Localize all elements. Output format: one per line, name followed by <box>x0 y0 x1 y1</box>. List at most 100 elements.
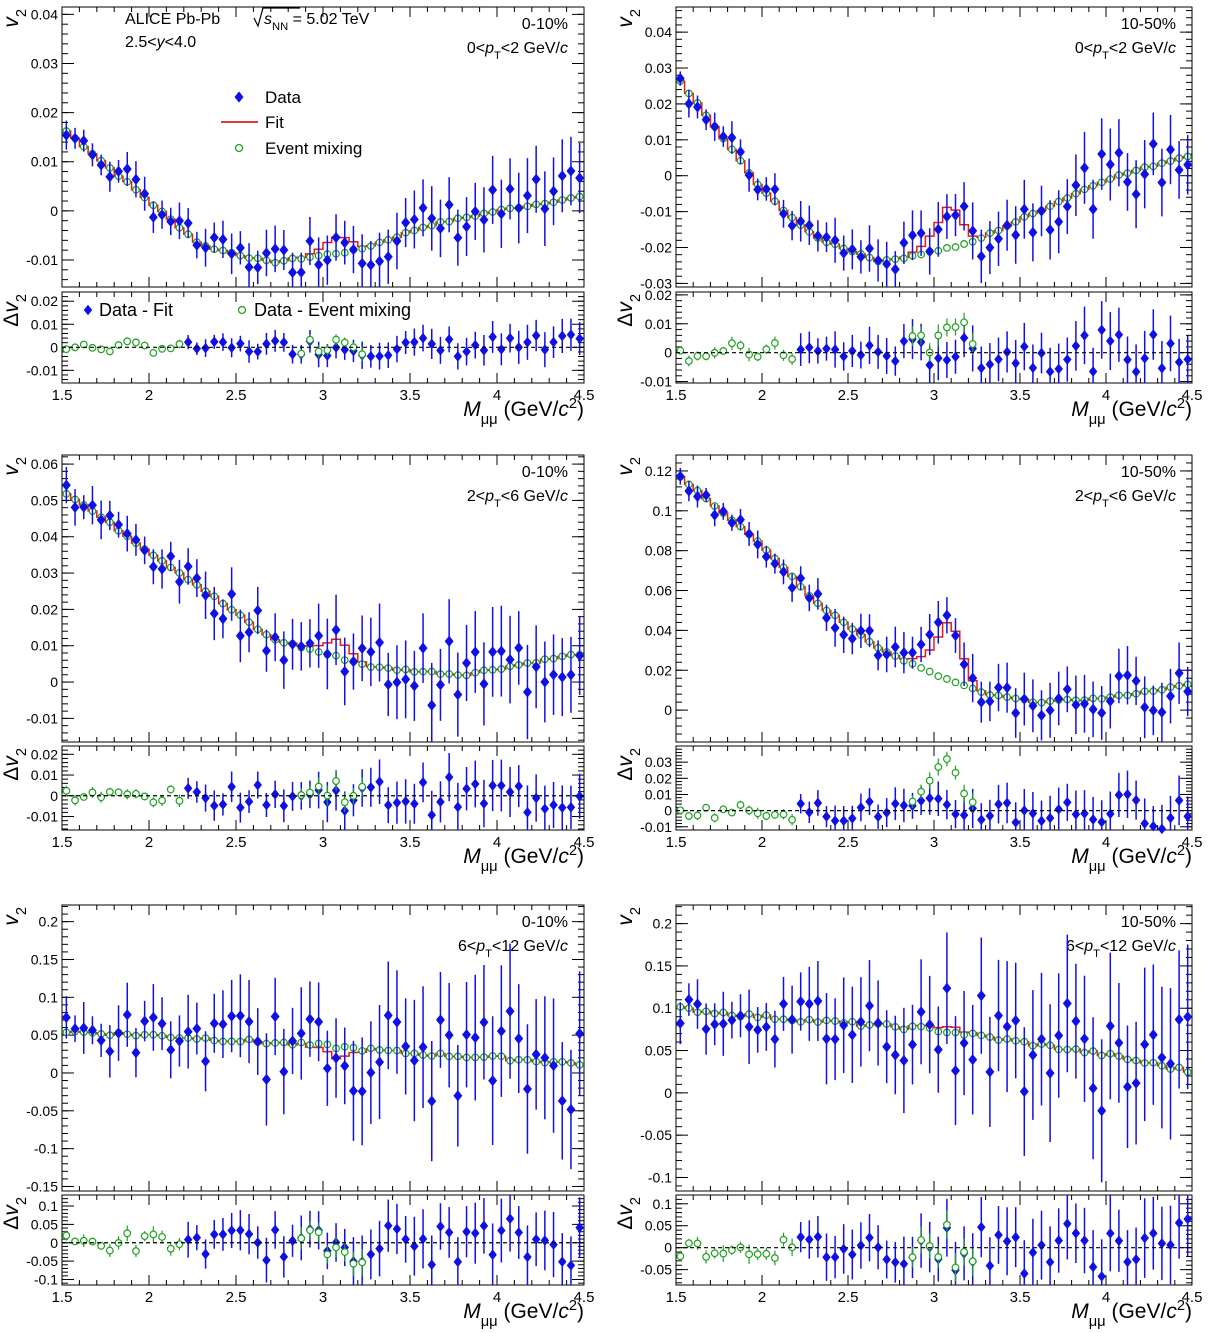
data-point <box>244 261 254 273</box>
ratio-data-point <box>288 348 297 360</box>
ratio-data-point <box>813 345 823 357</box>
data-point <box>1045 224 1055 236</box>
ratio-data-point <box>270 335 280 347</box>
data-point <box>505 1005 515 1017</box>
data-point <box>418 642 428 654</box>
data-point <box>514 642 524 654</box>
data-point <box>305 637 315 649</box>
data-point <box>770 183 780 195</box>
data-point <box>1131 1077 1141 1089</box>
ratio-data-point <box>805 1234 814 1245</box>
ratio-mix-point <box>951 1263 960 1272</box>
data-point <box>856 251 866 263</box>
data-point <box>847 633 857 645</box>
ratio-data-point <box>1028 362 1038 374</box>
ratio-data-point <box>830 344 840 355</box>
y-tick-label: 0.03 <box>31 55 58 71</box>
data-point <box>114 519 124 531</box>
data-point <box>1105 1020 1115 1032</box>
x-tick-label: 4.5 <box>574 387 595 404</box>
ratio-mix-point <box>934 763 943 771</box>
data-point <box>985 242 995 254</box>
data-point <box>1114 1037 1124 1049</box>
data-point <box>1002 219 1012 231</box>
legend-ratio-data-label: Data - Fit <box>99 300 173 320</box>
ratio-data-point <box>262 338 271 350</box>
data-point <box>122 1009 132 1021</box>
ratio-mix-point <box>917 1236 925 1244</box>
data-point <box>1028 700 1038 712</box>
data-point <box>531 1048 541 1060</box>
ratio-data-point <box>531 792 541 804</box>
ratio-data-point <box>540 803 550 815</box>
data-point <box>140 1015 150 1027</box>
data-point <box>1131 675 1141 687</box>
data-point <box>314 259 324 271</box>
ratio-data-point <box>514 1227 523 1238</box>
ratio-mix-point <box>349 1259 358 1268</box>
data-point <box>847 243 857 255</box>
y-tick-label: 0.04 <box>31 6 58 22</box>
data-point <box>942 609 952 621</box>
y-axis-title-text: v2 <box>0 907 30 926</box>
data-point <box>157 563 167 575</box>
data-point <box>209 1017 219 1029</box>
data-point <box>166 550 176 562</box>
ratio-frame <box>675 291 1193 384</box>
ratio-data-point <box>531 330 541 341</box>
data-point <box>435 1014 445 1026</box>
x-tick-label: 4 <box>1102 1289 1110 1306</box>
data-point <box>865 242 874 255</box>
data-point <box>192 239 202 251</box>
ratio-data-point <box>925 359 934 371</box>
y-axis-title-text: v2 <box>614 9 644 28</box>
data-point <box>1054 692 1064 705</box>
ratio-mix-point <box>753 809 762 818</box>
ratio-data-point <box>392 797 402 808</box>
ratio-data-point <box>540 1235 550 1246</box>
data-point <box>270 1010 280 1023</box>
y-tick-label: 0.01 <box>645 316 672 332</box>
ratio-mix-point <box>306 1226 314 1235</box>
data-point <box>1080 698 1089 710</box>
ratio-data-point <box>1106 808 1115 820</box>
x-tick-label: 4 <box>493 834 501 851</box>
ratio-data-point <box>1106 335 1115 347</box>
x-tick-label: 3 <box>930 1289 938 1306</box>
ratio-mix-point <box>736 341 745 350</box>
data-point <box>392 1016 402 1028</box>
ratio-data-point <box>822 811 831 822</box>
ratio-data-point <box>891 1256 900 1268</box>
data-point <box>427 699 437 711</box>
data-point <box>174 576 184 588</box>
data-point <box>890 263 900 275</box>
data-point <box>566 165 576 177</box>
ratio-y-axis-title-text: Δv2 <box>614 748 644 781</box>
x-tick-label: 3.5 <box>1010 834 1031 851</box>
ratio-mix-point <box>719 805 728 814</box>
ratio-mix-point <box>314 782 323 791</box>
x-tick-label: 4.5 <box>1182 387 1203 404</box>
y-axis-title: v2 <box>614 907 644 926</box>
data-point <box>804 592 814 604</box>
data-point <box>435 679 445 691</box>
data-point <box>496 1025 506 1037</box>
data-point <box>409 680 419 692</box>
ratio-data-point <box>236 1224 245 1236</box>
ratio-mix-point <box>951 768 960 777</box>
data-point <box>348 655 358 668</box>
ratio-data-point <box>401 337 410 348</box>
ratio-data-point <box>1011 817 1020 828</box>
ratio-mix-point <box>332 1243 340 1252</box>
data-point <box>288 638 298 650</box>
ratio-mix-point <box>968 1257 977 1266</box>
panel-p4: 1.5 2 2.5 3 3.5 4 4.5 0 0.02 0.04 0.06 0.08 0.1 0.12 -… <box>614 454 1202 875</box>
ratio-data-point <box>497 344 506 355</box>
data-point <box>348 1085 358 1097</box>
x-tick-label: 3.5 <box>400 387 421 404</box>
ratio-mix-point <box>166 344 175 353</box>
data-point <box>675 72 685 85</box>
data-point <box>1183 159 1193 171</box>
y-axis-title-text: v2 <box>614 907 644 926</box>
ratio-mix-point <box>323 346 332 355</box>
